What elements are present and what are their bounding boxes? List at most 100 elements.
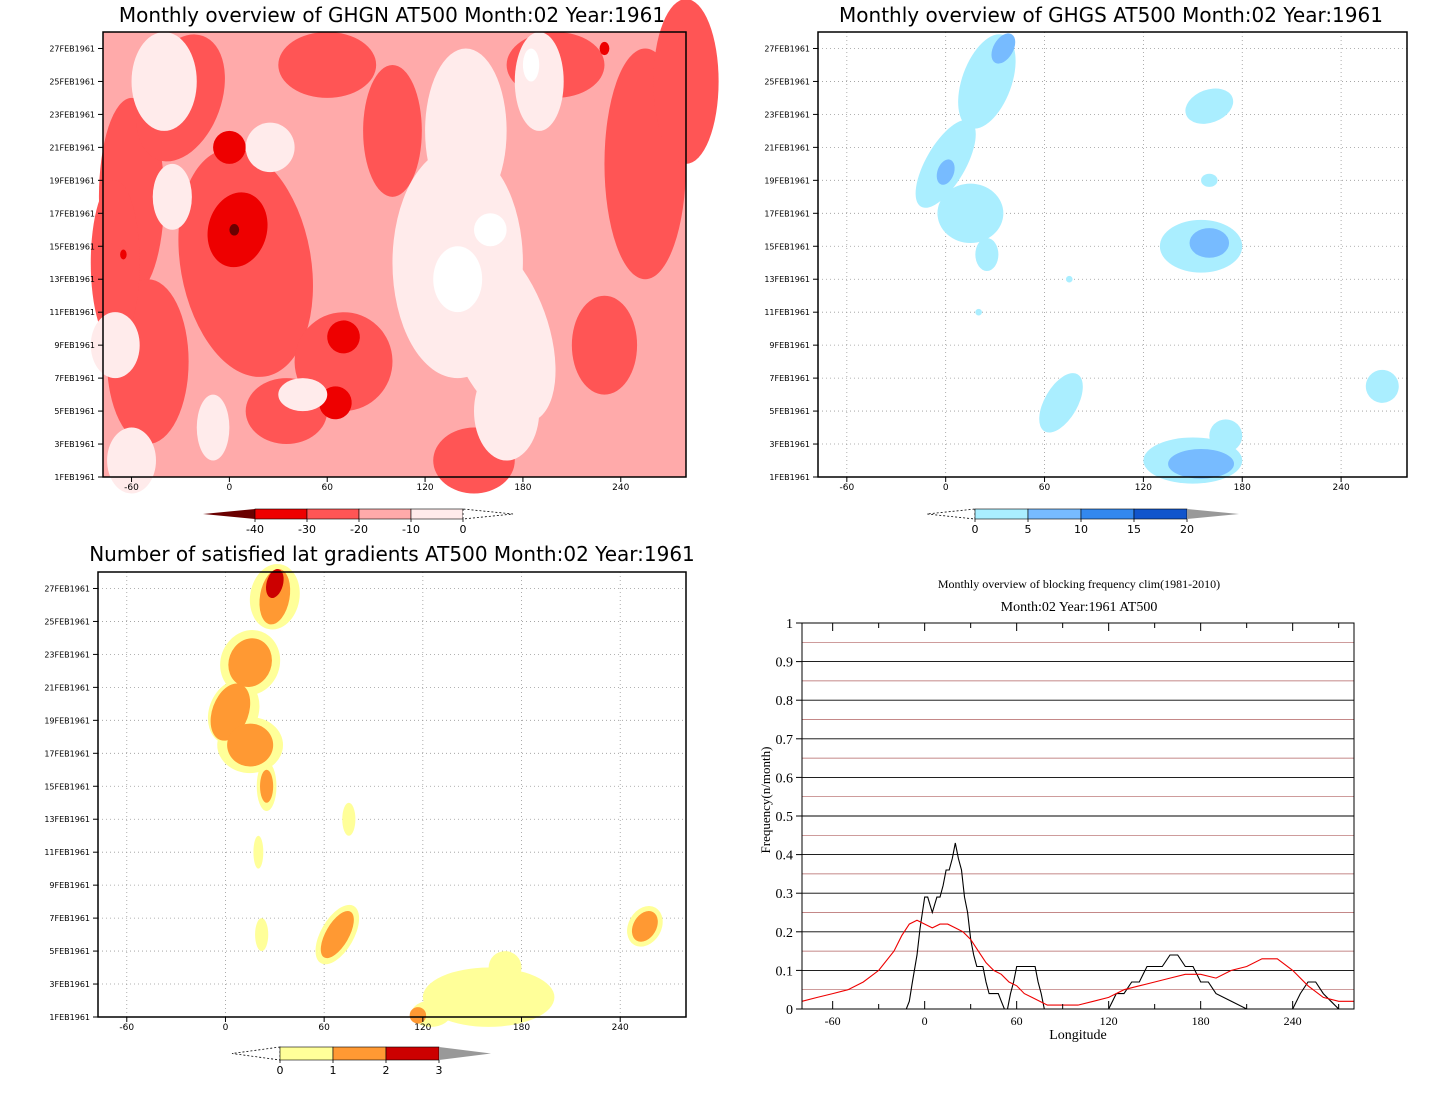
y-tick-label: 13FEB1961 (764, 275, 810, 284)
y-tick-label: 5FEB1961 (769, 407, 810, 416)
colorbar-label: -40 (246, 523, 264, 536)
blocking-xlabel: Longitude (1049, 1028, 1107, 1043)
ghgn-chart: Monthly overview of GHGN AT500 Month:02 … (49, 0, 719, 536)
y-tick-label: 25FEB1961 (49, 77, 95, 86)
ghgn-plot-frame (102, 31, 687, 478)
gradients-contour-2 (631, 910, 658, 942)
x-tick-label: 180 (1192, 1014, 1210, 1028)
ghgn-contour-zero (474, 213, 507, 247)
x-tick-label: -60 (825, 1014, 841, 1028)
ghgn-contour-minus40 (229, 224, 240, 236)
x-tick-label: 60 (1011, 1014, 1023, 1028)
y-tick-label: 27FEB1961 (44, 584, 90, 593)
colorbar-high-end (462, 508, 514, 520)
y-tick-label: 1FEB1961 (769, 473, 810, 482)
x-tick-label: 120 (1135, 483, 1152, 493)
colorbar-label: 1 (330, 1064, 337, 1077)
x-tick-label: -60 (839, 483, 854, 493)
colorbar-segment (306, 508, 360, 520)
ghgs-contour-5 (1365, 369, 1399, 403)
gradients-panel: Number of satisfied lat gradients AT500 … (0, 542, 720, 1091)
y-tick-label: 0.4 (776, 849, 794, 864)
y-tick-label: 0.2 (776, 926, 794, 941)
ghgn-contour-minus10 (474, 361, 540, 461)
gradients-plot-frame (97, 571, 687, 1018)
colorbar-label: 0 (277, 1064, 284, 1077)
gradients-contour-2 (260, 769, 274, 803)
ghgn-contour-minus30 (213, 130, 246, 164)
gradients-chart: Number of satisfied lat gradients AT500 … (44, 542, 694, 1077)
colorbar-label: 0 (460, 523, 467, 536)
ghgs-contour-5 (975, 238, 999, 271)
y-tick-label: 5FEB1961 (54, 407, 95, 416)
x-tick-label: 0 (227, 483, 233, 493)
y-tick-label: 0.1 (776, 964, 794, 979)
colorbar-label: 15 (1127, 523, 1141, 536)
ghgs-contour-10 (936, 159, 955, 185)
series-line-red (801, 919, 1354, 1006)
ghgn-contour-minus20 (571, 295, 638, 395)
ghgn-panel: Monthly overview of GHGN AT500 Month:02 … (0, 0, 720, 545)
y-tick-label: 25FEB1961 (764, 77, 810, 86)
y-tick-label: 3FEB1961 (54, 440, 95, 449)
y-tick-label: 1FEB1961 (49, 1013, 90, 1022)
colorbar-low-end (203, 509, 255, 519)
colorbar-segment (385, 1046, 440, 1061)
y-tick-label: 23FEB1961 (764, 110, 810, 119)
colorbar-segment (358, 508, 412, 520)
colorbar-label: -10 (402, 523, 420, 536)
ghgs-contour-5 (1201, 173, 1218, 187)
colorbar-low-end (926, 508, 976, 520)
y-tick-label: 25FEB1961 (44, 617, 90, 626)
y-tick-label: 5FEB1961 (49, 947, 90, 956)
y-tick-label: 0 (786, 1003, 793, 1018)
ghgn-contour-minus30 (327, 320, 360, 354)
colorbar-label: 0 (972, 523, 979, 536)
ghgs-plot-frame (817, 31, 1408, 478)
ghgn-contour-minus10 (514, 32, 564, 131)
ghgs-panel: Monthly overview of GHGS AT500 Month:02 … (720, 0, 1440, 545)
blocking-subtitle: Month:02 Year:1961 AT500 (1001, 600, 1158, 615)
y-tick-label: 13FEB1961 (44, 815, 90, 824)
y-tick-label: 1FEB1961 (54, 473, 95, 482)
colorbar-label: 2 (383, 1064, 390, 1077)
ghgs-title: Monthly overview of GHGS AT500 Month:02 … (839, 3, 1383, 27)
x-tick-label: 60 (318, 1023, 330, 1033)
x-tick-label: -60 (119, 1023, 134, 1033)
colorbar-segment (279, 1046, 334, 1061)
blocking-title: Monthly overview of blocking frequency c… (938, 577, 1220, 591)
y-tick-label: 15FEB1961 (764, 242, 810, 251)
colorbar-segment (410, 508, 464, 520)
y-tick-label: 23FEB1961 (49, 110, 95, 119)
y-tick-label: 27FEB1961 (49, 44, 95, 53)
ghgn-contour-minus10 (152, 163, 192, 230)
ghgs-contour-5 (1039, 373, 1083, 433)
ghgn-contour-minus10 (131, 32, 197, 131)
y-tick-label: 11FEB1961 (49, 308, 95, 317)
y-tick-label: 19FEB1961 (764, 176, 810, 185)
colorbar-label: -30 (298, 523, 316, 536)
colorbar-segment (1133, 508, 1188, 520)
colorbar-label: -20 (350, 523, 368, 536)
ghgn-contour-minus30 (120, 249, 127, 260)
y-tick-label: 1 (786, 617, 793, 632)
colorbar-segment (974, 508, 1029, 520)
y-tick-label: 0.8 (776, 694, 794, 709)
y-tick-label: 7FEB1961 (54, 374, 95, 383)
gradients-contour-2 (320, 911, 354, 959)
ghgs-contour-5 (975, 308, 982, 316)
y-tick-label: 3FEB1961 (49, 980, 90, 989)
gradients-contour-1 (422, 967, 555, 1027)
x-tick-label: 180 (1234, 483, 1251, 493)
gradients-contour-2 (227, 723, 274, 767)
blocking-panel: Monthly overview of blocking frequency c… (720, 545, 1440, 1091)
x-tick-label: 240 (1284, 1014, 1302, 1028)
colorbar-low-end (231, 1046, 281, 1061)
blocking-chart: Monthly overview of blocking frequency c… (758, 577, 1355, 1043)
x-tick-label: 0 (922, 1014, 928, 1028)
y-tick-label: 11FEB1961 (44, 848, 90, 857)
gradients-contour-1 (342, 802, 356, 836)
ghgs-contour-5 (937, 183, 1004, 243)
y-tick-label: 7FEB1961 (769, 374, 810, 383)
ghgs-contour-10 (1168, 448, 1235, 479)
